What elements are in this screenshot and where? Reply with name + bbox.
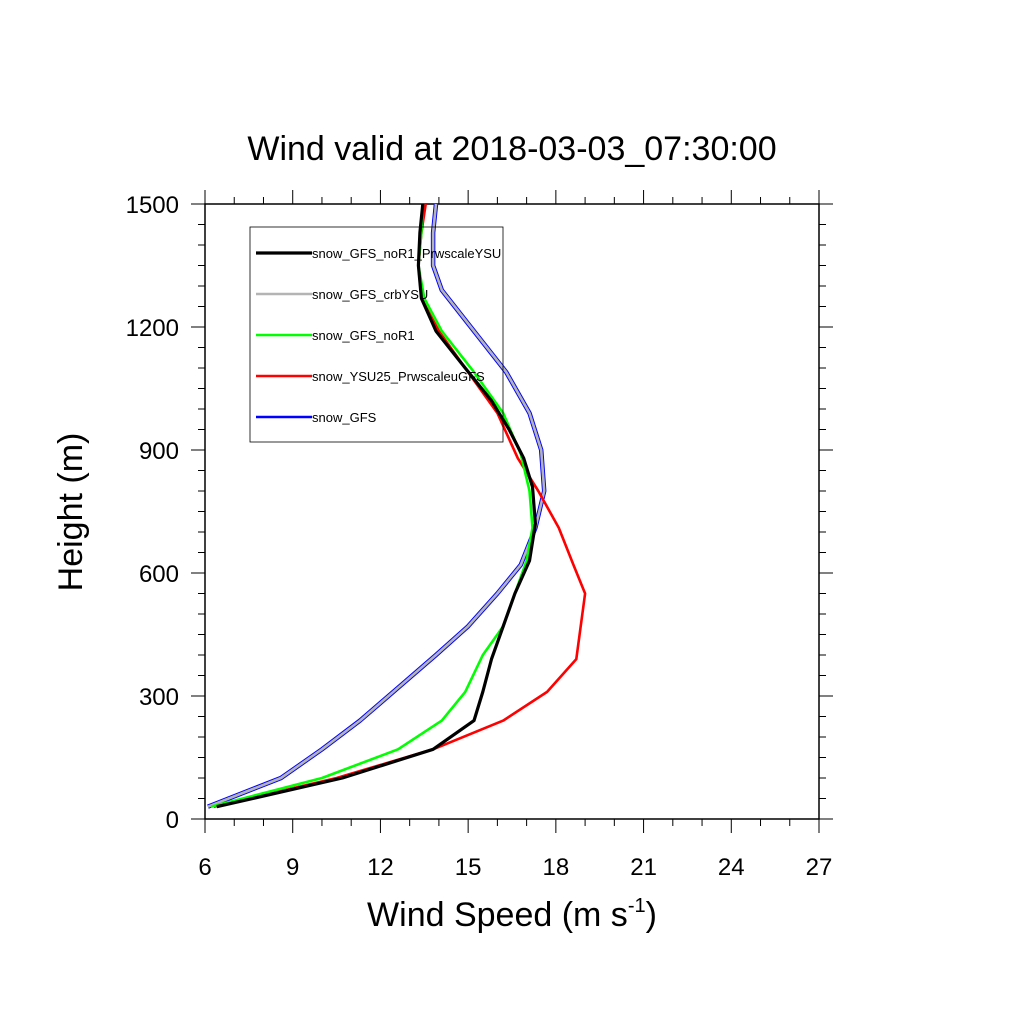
x-tick-label: 18: [543, 854, 570, 881]
x-axis-label: Wind Speed (m s-1): [367, 895, 657, 934]
y-tick-label: 1500: [126, 192, 179, 219]
series-lines: [207, 203, 587, 809]
y-tick-label: 1200: [126, 315, 179, 342]
x-tick-label: 12: [367, 854, 394, 881]
legend-entry-label: snow_YSU25_PrwscaleuGFS: [312, 369, 485, 384]
y-tick-label: 300: [139, 684, 179, 711]
x-tick-labels: 6 9 12 15 18 21 24 27: [198, 854, 832, 881]
y-axis-label: Height (m): [52, 433, 90, 592]
x-tick-label: 24: [718, 854, 745, 881]
y-tick-labels: 0 300 600 900 1200 1500: [126, 192, 179, 834]
legend: snow_GFS_noR1_PrwscaleYSU snow_GFS_crbYSU…: [249, 226, 504, 443]
y-tick-label: 600: [139, 561, 179, 588]
x-tick-label: 21: [630, 854, 657, 881]
plot-frame: [204, 203, 820, 820]
x-tick-label: 27: [806, 854, 833, 881]
x-tick-label: 9: [286, 854, 299, 881]
x-tick-label: 6: [198, 854, 211, 881]
legend-entry-label: snow_GFS_noR1_PrwscaleYSU: [312, 246, 501, 261]
legend-entry-label: snow_GFS_crbYSU: [312, 287, 428, 302]
series-line-snow_GFS_noR1_PrwscaleYSU: [216, 203, 537, 809]
legend-box: [249, 226, 504, 443]
x-tick-label: 15: [455, 854, 482, 881]
y-tick-label: 0: [166, 807, 179, 834]
series-line-snow_GFS_noR1: [210, 203, 534, 808]
axis-ticks: [191, 190, 833, 833]
chart-title: Wind valid at 2018-03-03_07:30:00: [247, 130, 776, 168]
legend-entry-label: snow_GFS: [312, 410, 377, 425]
y-tick-label: 900: [139, 438, 179, 465]
legend-entry-label: snow_GFS_noR1: [312, 328, 415, 343]
